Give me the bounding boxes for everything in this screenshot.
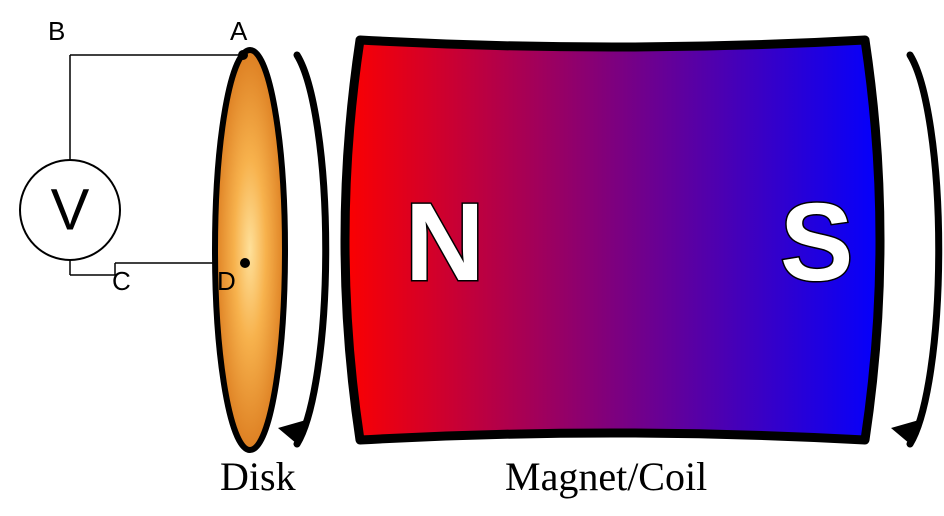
contact-point-d bbox=[240, 258, 250, 268]
contact-point-a bbox=[238, 50, 248, 60]
point-label-d: D bbox=[217, 266, 236, 296]
magnet-pole-s: S bbox=[780, 181, 853, 304]
point-label-b: B bbox=[48, 16, 65, 46]
magnet-pole-n: N bbox=[405, 181, 484, 304]
disk-caption: Disk bbox=[220, 454, 296, 499]
disk-rotation-arrow bbox=[297, 55, 326, 444]
point-label-a: A bbox=[230, 16, 248, 46]
magnet-caption: Magnet/Coil bbox=[505, 454, 707, 499]
disk bbox=[215, 50, 285, 450]
magnet-rotation-arrow bbox=[910, 55, 939, 444]
voltmeter-symbol: V bbox=[51, 178, 90, 243]
point-label-c: C bbox=[112, 266, 131, 296]
